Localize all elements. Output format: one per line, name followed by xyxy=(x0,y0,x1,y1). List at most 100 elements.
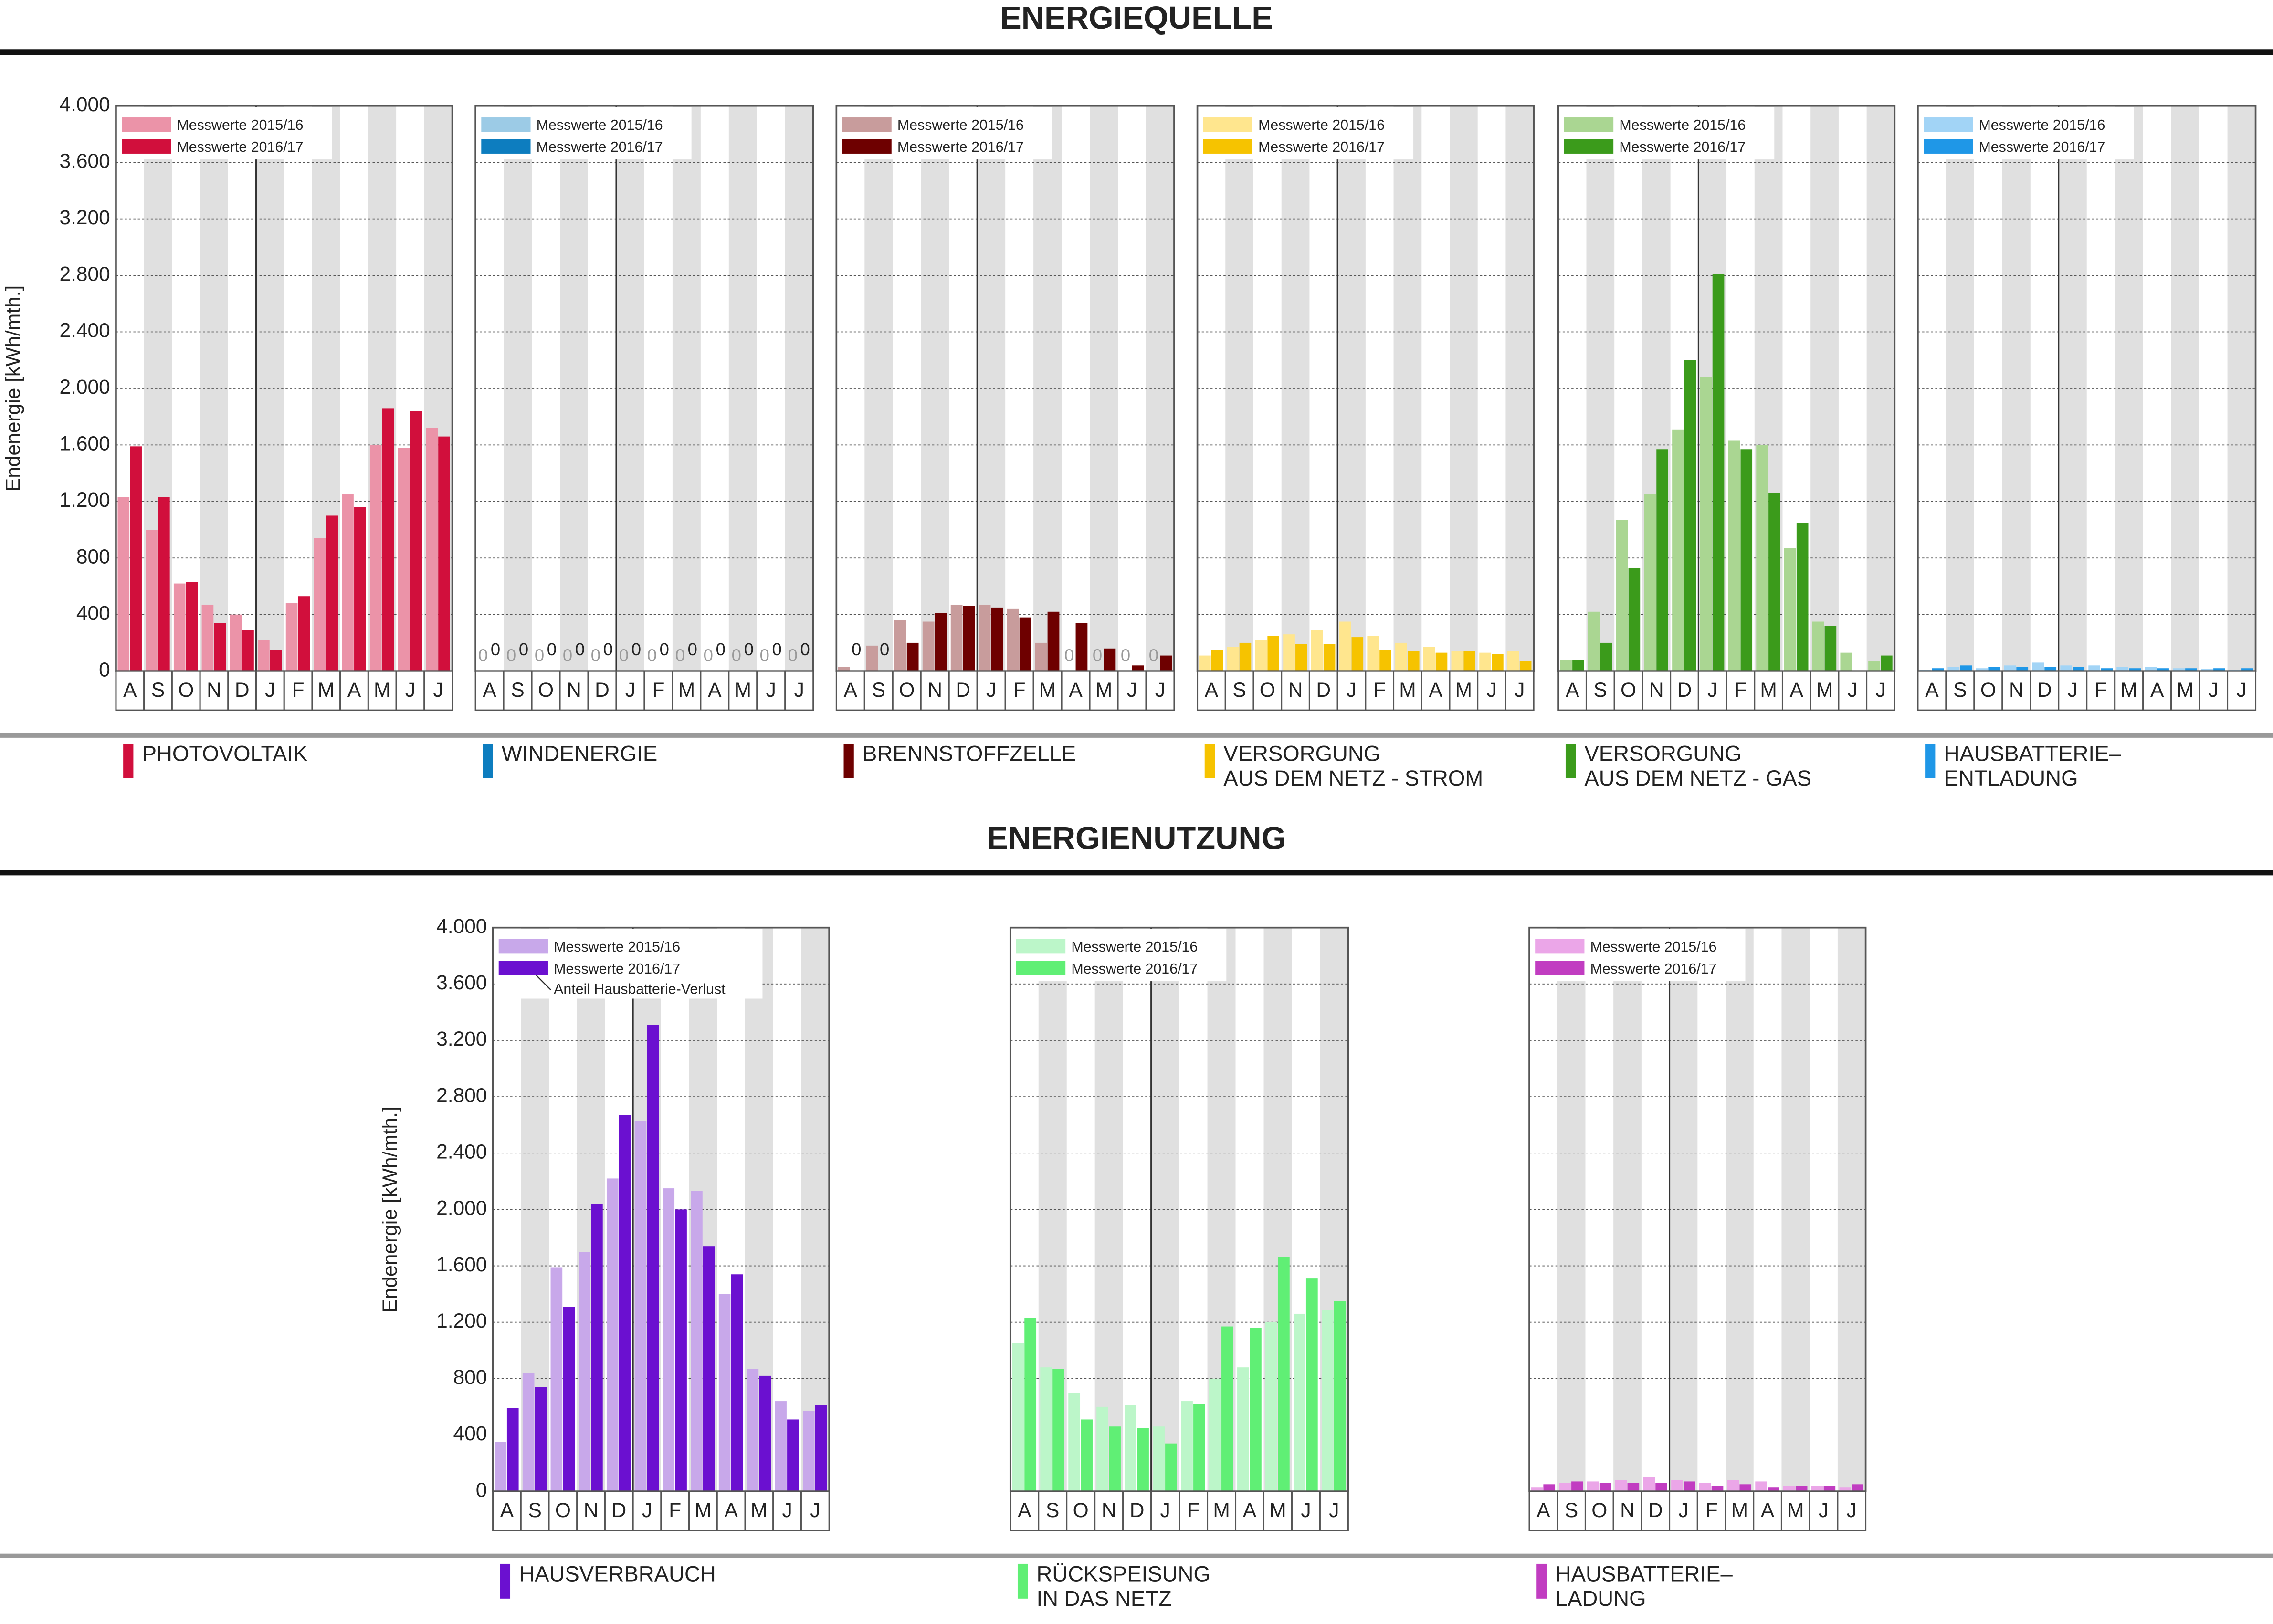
month-cell xyxy=(1557,670,1587,711)
x-tick-label: A xyxy=(1566,679,1579,702)
bar xyxy=(1479,652,1491,671)
bar xyxy=(1627,1483,1640,1492)
month-cell xyxy=(2142,670,2172,711)
data-label: 0 xyxy=(716,639,726,659)
x-tick-label: J xyxy=(2208,679,2218,702)
bar xyxy=(1250,1328,1262,1492)
month-cell xyxy=(587,670,617,711)
chart-title: HAUSBATTERIE– xyxy=(1556,1561,1733,1586)
chart-title: RÜCKSPEISUNG xyxy=(1036,1561,1210,1586)
x-tick-label: F xyxy=(292,679,305,702)
chart-title: BRENNSTOFFZELLE xyxy=(863,741,1076,765)
x-tick-label: A xyxy=(1761,1499,1775,1522)
month-cell xyxy=(311,670,341,711)
legend-swatch xyxy=(842,117,892,132)
x-tick-label: J xyxy=(766,679,776,702)
bar xyxy=(731,1274,743,1492)
x-tick-label: O xyxy=(899,679,915,702)
chart-title: AUS DEM NETZ - GAS xyxy=(1584,766,1811,790)
data-label: 0 xyxy=(591,645,600,665)
bar xyxy=(1283,634,1295,671)
bar xyxy=(1125,1405,1136,1492)
bar xyxy=(410,411,422,671)
x-tick-label: J xyxy=(1155,679,1165,702)
legend-label: Messwerte 2015/16 xyxy=(1258,117,1385,133)
bar xyxy=(369,445,382,671)
x-tick-label: D xyxy=(235,679,250,702)
bar xyxy=(675,1209,687,1492)
x-tick-label: J xyxy=(1486,679,1496,702)
bar xyxy=(1395,642,1407,671)
title-swatch xyxy=(1565,744,1576,778)
month-cell xyxy=(1557,1490,1586,1531)
bar xyxy=(285,603,298,671)
x-tick-label: D xyxy=(956,679,970,702)
x-tick-label: J xyxy=(1160,1499,1170,1522)
x-tick-label: M xyxy=(2177,679,2193,702)
x-tick-label: N xyxy=(1620,1499,1635,1522)
month-cell xyxy=(1973,670,2003,711)
bar xyxy=(1587,1481,1599,1492)
legend-label: Messwerte 2016/17 xyxy=(177,139,304,155)
bar xyxy=(1221,1326,1233,1492)
chart-title: ENTLADUNG xyxy=(1944,766,2078,790)
x-tick-label: S xyxy=(1953,679,1967,702)
bar xyxy=(1109,1426,1121,1492)
legend-label: Messwerte 2015/16 xyxy=(177,117,304,133)
month-cell xyxy=(1781,670,1811,711)
x-tick-label: J xyxy=(642,1499,652,1522)
x-tick-label: F xyxy=(652,679,664,702)
bar xyxy=(298,596,310,671)
x-tick-label: D xyxy=(1130,1499,1145,1522)
month-cell xyxy=(367,670,397,711)
x-tick-label: M xyxy=(1039,679,1056,702)
bar xyxy=(1699,1483,1711,1492)
month-cell xyxy=(199,670,229,711)
x-tick-label: F xyxy=(1187,1499,1200,1522)
x-tick-label: S xyxy=(1594,679,1607,702)
data-label: 0 xyxy=(760,645,769,665)
chart-title: IN DAS NETZ xyxy=(1036,1586,1171,1611)
data-label: 0 xyxy=(506,645,516,665)
stripe xyxy=(1946,105,1974,671)
month-cell xyxy=(643,670,673,711)
month-cell xyxy=(520,1490,550,1531)
x-tick-label: J xyxy=(1848,679,1858,702)
legend-label: Messwerte 2016/17 xyxy=(1258,139,1385,155)
section-rule xyxy=(0,870,2273,876)
bar xyxy=(691,1191,703,1492)
bar xyxy=(1294,1313,1305,1492)
bar xyxy=(2241,668,2253,671)
y-tick-label: 3.200 xyxy=(59,207,110,229)
bar xyxy=(1852,1484,1863,1492)
bar xyxy=(1040,1367,1052,1492)
data-label: 0 xyxy=(704,645,713,665)
bar xyxy=(1507,651,1519,671)
y-tick-label: 2.400 xyxy=(436,1141,487,1163)
bar xyxy=(1068,1393,1081,1492)
data-label: 0 xyxy=(800,639,810,659)
chart-title: VERSORGUNG xyxy=(1584,741,1741,765)
bar xyxy=(1840,652,1852,671)
x-tick-label: F xyxy=(2094,679,2107,702)
bar xyxy=(495,1442,506,1492)
x-tick-label: M xyxy=(695,1499,711,1522)
bar xyxy=(1052,1369,1065,1492)
bar xyxy=(563,1307,575,1492)
x-tick-label: J xyxy=(405,679,415,702)
title-swatch xyxy=(1017,1563,1028,1599)
legend-swatch xyxy=(122,139,171,154)
data-label: 0 xyxy=(852,639,861,659)
data-label: 0 xyxy=(575,639,585,659)
month-cell xyxy=(1753,1490,1782,1531)
x-tick-label: O xyxy=(178,679,194,702)
bar xyxy=(117,497,130,671)
bar xyxy=(1839,1487,1852,1492)
x-tick-label: A xyxy=(347,679,361,702)
legend-label: Messwerte 2015/16 xyxy=(554,939,680,955)
month-cell xyxy=(171,670,201,711)
bar xyxy=(1035,642,1047,671)
x-tick-label: N xyxy=(1102,1499,1116,1522)
bar xyxy=(963,606,975,671)
data-label: 0 xyxy=(688,639,697,659)
